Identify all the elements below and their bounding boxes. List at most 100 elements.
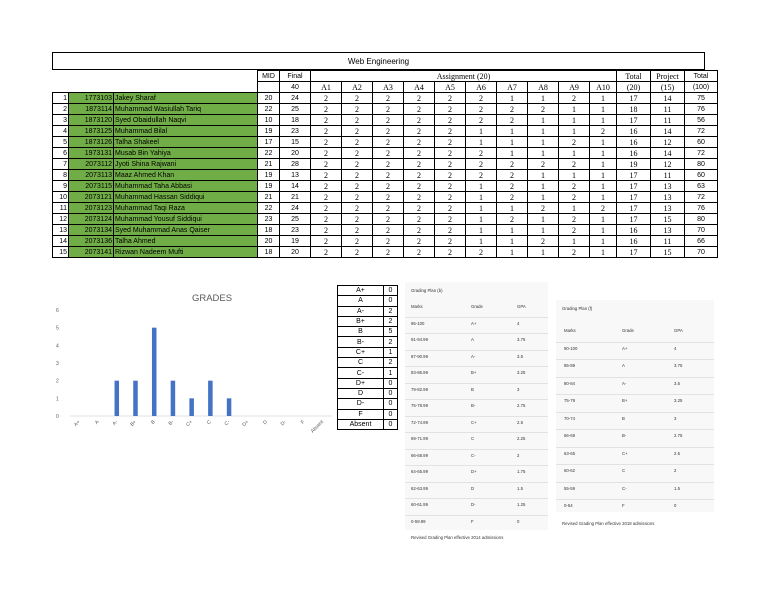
assignment-score: 2 [558,158,590,170]
project-header: Project [650,70,685,82]
row-number: 8 [52,169,69,181]
assignment-score: 1 [558,147,590,159]
assignment-score: 2 [310,114,342,126]
student-row: 13 2073134 Syed Muhammad Anas Qaiser 18 23 2 2… [52,224,718,236]
assignment-header-6: A6 [465,81,497,93]
final-score: 14 [279,180,311,192]
assignment-score: 2 [341,191,373,203]
plan-cell: 3.75 [517,337,526,342]
assignment-score: 2 [527,103,559,115]
assignment-score: 2 [589,125,617,137]
mid-score: 23 [257,213,280,225]
plan-cell: C- [622,485,627,491]
assignment-header-8: A8 [527,81,559,93]
total-score: 17 [616,169,651,181]
plan-cell: 62-63.99 [411,485,428,491]
assignment-score: 2 [434,235,466,247]
mid-score: 19 [257,125,280,137]
y-tick-label: 3 [56,361,59,367]
assignment-score: 2 [434,103,466,115]
assignment-score: 2 [527,202,559,214]
roll-number: 2073136 [68,235,114,247]
x-tick-label: B+ [129,419,138,428]
grade-label: A+ [337,284,384,297]
assignment-score: 1 [465,235,497,247]
grand-total-score: 75 [684,92,718,104]
grade-count: 0 [383,284,398,297]
assignment-score: 1 [558,202,590,214]
plan-cell: F [471,518,474,524]
assignment-score: 1 [527,224,559,236]
assignment-score: 2 [403,169,435,181]
plan-row-divider [556,359,714,360]
final-score: 23 [279,125,311,137]
plan-header: Marks [564,328,576,333]
plan-cell: 69-71.99 [411,436,428,441]
plan-cell: 0-54 [564,503,573,508]
student-row: 1 1773103 Jakey Sharaf 20 24 2 2 2 2 2 2 1 1 2 1 17 14 75 [52,92,718,104]
grades-table: MID Final Assignment (20) Total Project … [52,70,718,258]
x-tick-label: B- [168,419,176,427]
assignment-score: 2 [372,169,404,181]
assignment-score: 1 [496,202,528,214]
grading-plan-2018: Grading Plan (f) Marks Grade GPA 90-100 A+ 4 85… [556,300,714,526]
total-max: (20) [616,81,651,93]
bar-C- [226,398,232,416]
y-tick-label: 1 [56,396,59,402]
assignment-score: 1 [527,136,559,148]
grade-label: B- [337,336,384,348]
assignment-score: 2 [310,147,342,159]
assignment-score: 2 [496,114,528,126]
project-score: 11 [650,114,685,126]
total-score: 17 [616,202,651,214]
grade-label: C- [337,367,384,379]
assignment-score: 2 [496,103,528,115]
assignment-score: 2 [558,213,590,225]
empty-header [53,71,258,93]
plan-footer: Revised Grading Plan effective 2018 admi… [562,520,655,526]
plan-cell: A [622,363,625,368]
assignment-score: 1 [465,180,497,192]
student-name: Muhammad Hassan Siddiqui [113,191,258,203]
final-score: 28 [279,158,311,170]
final-score: 25 [279,213,311,225]
final-score: 21 [279,191,311,203]
grade-count: 1 [383,346,398,359]
plan-cell: B- [622,433,627,438]
assignment-score: 2 [403,180,435,192]
assignment-score: 2 [496,169,528,181]
project-score: 13 [650,202,685,214]
final-score: 24 [279,92,311,104]
mid-score: 20 [257,235,280,247]
mid-score: 19 [257,169,280,181]
plan-cell: A [471,337,474,342]
plan-cell: C- [471,452,476,458]
assignment-score: 2 [434,191,466,203]
assignment-score: 2 [372,191,404,203]
assignment-score: 1 [527,180,559,192]
grade-count: 0 [383,398,398,410]
project-score: 11 [650,235,685,247]
total-score: 17 [616,246,651,258]
final-score: 13 [279,169,311,181]
assignment-score: 1 [496,246,528,258]
assignment-score: 2 [310,224,342,236]
assignment-score: 2 [403,125,435,137]
assignment-score: 1 [589,169,617,181]
assignment-score: 1 [465,191,497,203]
assignment-score: 2 [403,136,435,148]
assignment-score: 2 [434,169,466,181]
plan-cell: B+ [471,370,477,375]
total-score: 18 [616,103,651,115]
assignment-score: 2 [496,213,528,225]
plan-cell: 60-61.99 [411,502,428,507]
project-score: 11 [650,169,685,181]
assignment-score: 2 [527,235,559,247]
assignment-score: 2 [341,202,373,214]
assignment-score: 1 [496,136,528,148]
roll-number: 2073123 [68,202,114,214]
assignment-score: 2 [403,202,435,214]
assignment-score: 2 [403,191,435,203]
bar-C+ [189,398,194,416]
